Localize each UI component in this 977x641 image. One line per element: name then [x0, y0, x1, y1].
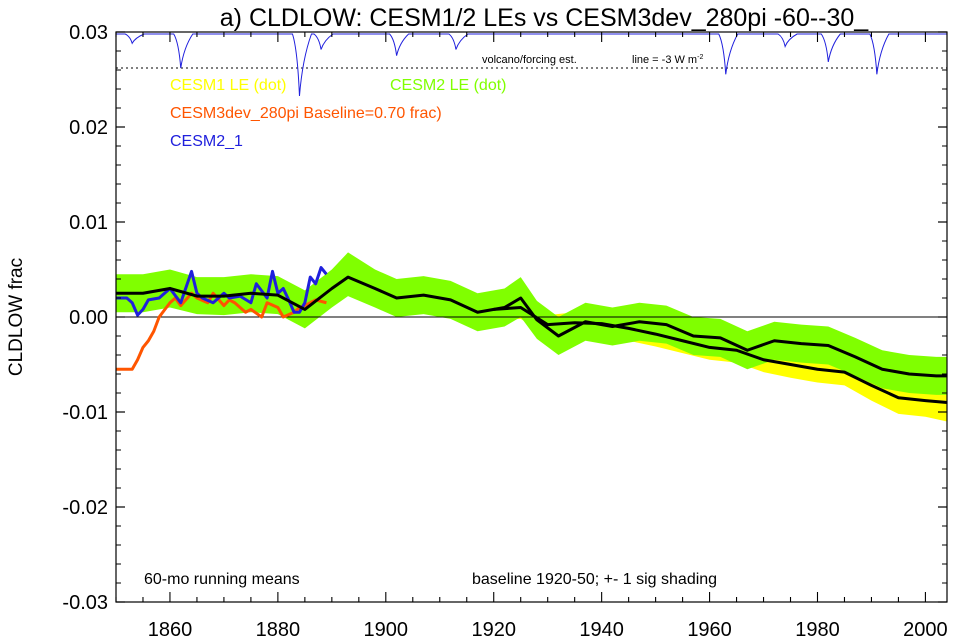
running-means-note: 60-mo running means [144, 571, 300, 588]
shading-bands [116, 252, 947, 422]
forcing-line-label-text: line = -3 W m [632, 54, 697, 66]
y-tick-label: 0.01 [69, 212, 108, 234]
y-tick-label: -0.03 [62, 592, 108, 614]
y-tick-label: 0.03 [69, 22, 108, 44]
x-tick-label: 1960 [687, 619, 732, 641]
x-tick-label: 1940 [579, 619, 624, 641]
legend-cesm2-le: CESM2 LE (dot) [390, 77, 506, 94]
series-lines [116, 266, 948, 404]
y-tick-label: -0.02 [62, 497, 108, 519]
cesm2-1-line [116, 266, 328, 317]
x-tick-label: 1860 [148, 619, 193, 641]
legend-cesm3dev: CESM3dev_280pi Baseline=0.70 frac) [170, 105, 442, 122]
cesm1-le-ensemble-mean-line [493, 306, 948, 404]
cesm2-le-ensemble-mean-line [116, 275, 947, 378]
x-tick-label: 1980 [795, 619, 840, 641]
x-tick-label: 1920 [471, 619, 516, 641]
x-tick-label: 1880 [256, 619, 301, 641]
x-axis: 1860 1880 1900 1920 1940 1960 1980 2000 [115, 32, 948, 641]
y-axis: -0.03 -0.02 -0.01 0.00 0.01 0.02 0.03 [62, 22, 947, 614]
volcano-label: volcano/forcing est. [482, 54, 577, 66]
volcanic-forcing-panel [116, 33, 947, 97]
forcing-line-label-sup: -2 [697, 54, 703, 61]
y-tick-label: 0.00 [69, 307, 108, 329]
x-tick-label: 2000 [903, 619, 948, 641]
forcing-line-label: line = -3 W m-2 [632, 54, 703, 66]
x-tick-label: 1900 [364, 619, 409, 641]
y-tick-label: 0.02 [69, 117, 108, 139]
chart-title: a) CLDLOW: CESM1/2 LEs vs CESM3dev_280pi… [220, 4, 870, 32]
forcing-line [116, 33, 947, 97]
baseline-note: baseline 1920-50; +- 1 sig shading [472, 571, 717, 588]
y-axis-label: CLDLOW frac [6, 258, 27, 376]
legend: CESM1 LE (dot) CESM2 LE (dot) CESM3dev_2… [170, 77, 506, 150]
cesm2-le-band [116, 252, 947, 395]
legend-cesm2-1: CESM2_1 [170, 133, 243, 150]
y-tick-label: -0.01 [62, 402, 108, 424]
legend-cesm1-le: CESM1 LE (dot) [170, 77, 286, 94]
